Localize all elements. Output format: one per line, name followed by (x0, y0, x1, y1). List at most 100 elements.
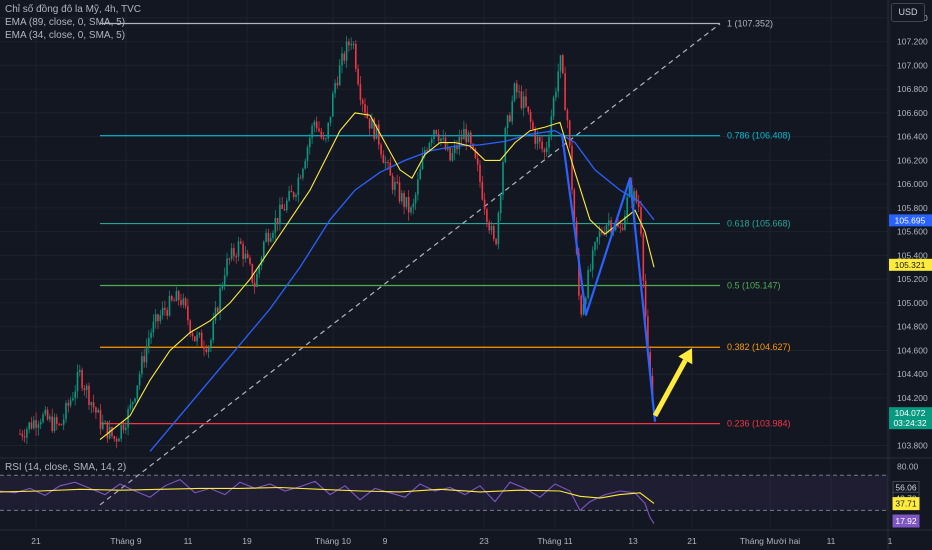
candle (442, 137, 444, 139)
chart-title: Chỉ số đồng đô la Mỹ, 4h, TVC (5, 4, 141, 15)
candle (175, 291, 178, 302)
candle (605, 225, 608, 235)
candles (19, 35, 654, 449)
candle (138, 373, 141, 386)
candle (580, 295, 582, 315)
time-axis-label: 9 (383, 536, 388, 546)
candle (460, 137, 463, 140)
candle (373, 118, 375, 140)
candle (451, 153, 454, 161)
price-axis-label: 106.800 (897, 84, 928, 94)
candle (350, 43, 352, 46)
candle (555, 91, 557, 98)
candle (481, 181, 484, 200)
candle (366, 112, 369, 119)
candle (483, 199, 486, 210)
candle (375, 124, 378, 140)
ema-34-legend[interactable]: EMA (34, close, 0, SMA, 5) (5, 30, 126, 41)
ema-89-legend[interactable]: EMA (89, close, 0, SMA, 5) (5, 17, 126, 28)
candle (81, 370, 83, 389)
rsi-legend[interactable]: RSI (14, close, SMA, 14, 2) (5, 462, 127, 473)
candle (58, 423, 60, 425)
candle (295, 194, 297, 197)
candle (437, 133, 440, 141)
currency-button[interactable]: USD (891, 3, 925, 22)
candle (338, 65, 341, 86)
candle (467, 132, 470, 143)
candle (394, 182, 396, 190)
candle (207, 346, 210, 353)
candle (490, 225, 493, 231)
rsi-value-label: 56.06 (895, 482, 917, 492)
candle (65, 402, 67, 420)
candle (157, 314, 159, 322)
price-axis-label: 106.400 (897, 132, 928, 142)
candle (302, 168, 304, 178)
rsi-line (0, 478, 655, 524)
candle (550, 116, 553, 137)
candle (97, 409, 99, 413)
candle (134, 398, 136, 403)
candle (217, 307, 219, 313)
time-axis-label: 11 (827, 536, 836, 546)
candle (56, 417, 58, 424)
candle (233, 248, 235, 257)
fib-level-label: 0.382 (104.627) (727, 342, 791, 352)
candle (647, 316, 649, 353)
candle (642, 234, 645, 281)
fib-level-label: 0.618 (105.668) (727, 219, 791, 229)
candle (83, 388, 86, 391)
candle (74, 391, 76, 399)
candle (79, 370, 81, 372)
candle (587, 270, 589, 298)
candle (269, 238, 272, 242)
rsi-value-tag (892, 497, 920, 511)
price-axis-label: 107.000 (897, 60, 928, 70)
candle (401, 193, 403, 202)
candle (384, 162, 387, 164)
candle (187, 306, 189, 321)
candle (104, 421, 106, 423)
candle (228, 258, 231, 260)
candle (28, 422, 30, 430)
candle (336, 82, 339, 86)
price-tag-value: 105.695 (895, 215, 926, 225)
candle (562, 55, 564, 74)
candle (292, 192, 295, 197)
candle (640, 206, 642, 235)
candle (203, 346, 205, 350)
candle (154, 314, 157, 322)
candle (166, 310, 168, 316)
candle (536, 137, 539, 144)
candle (290, 190, 293, 193)
candle (253, 282, 256, 287)
candle (435, 130, 438, 134)
candle (318, 128, 320, 132)
candle (591, 250, 594, 270)
candle (541, 141, 543, 150)
candle (506, 115, 509, 129)
candle (226, 258, 228, 276)
candle (601, 231, 603, 234)
candle (332, 93, 334, 117)
candle (428, 142, 431, 151)
candle (361, 100, 364, 104)
candle (633, 191, 635, 201)
candle (545, 147, 548, 153)
candle (518, 91, 520, 93)
price-axis-label: 105.600 (897, 227, 928, 237)
candle (398, 182, 401, 202)
candle (141, 356, 143, 374)
ema-34-line (99, 112, 655, 441)
candle (534, 129, 536, 144)
rsi-axis-label: 80.00 (897, 461, 919, 471)
candle (557, 71, 559, 92)
price-axis-label: 106.000 (897, 179, 928, 189)
time-axis-label: 19 (242, 536, 252, 546)
candle (230, 248, 233, 259)
candle (571, 145, 573, 190)
time-axis-label: Tháng 10 (315, 536, 351, 546)
candle (219, 288, 221, 313)
price-axis-label: 105.400 (897, 250, 928, 260)
